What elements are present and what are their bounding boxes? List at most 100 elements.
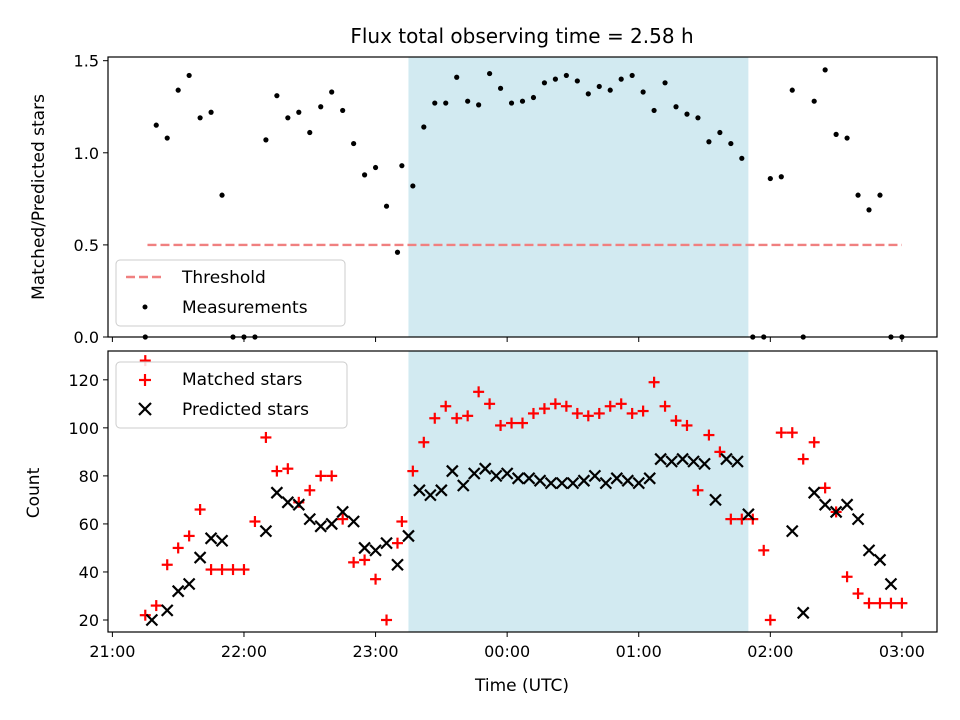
predicted-star-point <box>325 517 338 531</box>
predicted-star-point <box>424 488 437 502</box>
matched-star-point <box>538 403 550 415</box>
predicted-star-point <box>380 536 393 550</box>
measurement-point <box>263 137 269 143</box>
matched-star-point <box>659 400 671 412</box>
bottom-xtick-label: 00:00 <box>484 642 530 661</box>
predicted-star-point <box>796 606 810 620</box>
measurement-point <box>508 100 515 106</box>
matched-star-point <box>418 436 430 448</box>
measurement-point <box>410 183 416 189</box>
matched-star-point <box>238 564 250 576</box>
legend-predicted-swatch <box>138 402 152 416</box>
measurement-point <box>706 139 712 145</box>
matched-star-point <box>593 407 605 419</box>
predicted-star-point <box>314 520 328 533</box>
measurement-point <box>530 94 537 101</box>
measurement-point <box>383 203 390 209</box>
predicted-star-point <box>709 493 722 507</box>
bottom-legend: Matched stars Predicted stars <box>115 361 348 429</box>
measurement-point <box>208 109 214 115</box>
bottom-legend-box <box>115 361 348 429</box>
predicted-star-point <box>621 474 635 487</box>
top-legend: Threshold Measurements <box>115 259 346 327</box>
predicted-star-point <box>731 455 744 468</box>
legend-measurements-swatch <box>142 304 148 310</box>
matched-star-point <box>775 427 787 439</box>
measurement-point <box>822 67 828 73</box>
measurement-point <box>651 107 657 114</box>
bottom-ytick-label: 40 <box>79 563 99 582</box>
matched-star-point <box>604 400 616 412</box>
measurement-point <box>175 87 181 93</box>
measurement-point <box>454 74 460 80</box>
matched-star-point <box>786 427 798 439</box>
bottom-xtick-label: 21:00 <box>89 642 135 661</box>
matched-star-point <box>348 556 360 568</box>
bottom-ytick-label: 100 <box>68 419 99 438</box>
measurement-point <box>361 172 368 178</box>
matched-star-point <box>692 484 704 496</box>
predicted-star-point <box>785 524 799 538</box>
measurement-point <box>866 207 872 213</box>
matched-star-point <box>391 537 403 549</box>
predicted-star-point <box>369 544 382 557</box>
matched-star-point <box>139 609 151 621</box>
matched-star-point <box>896 597 908 609</box>
matched-star-point <box>194 504 206 516</box>
bottom-xtick-label: 01:00 <box>616 642 662 661</box>
matched-star-point <box>407 465 419 477</box>
measurement-point <box>399 163 405 169</box>
top-y-axis-label: Matched/Predicted stars <box>29 94 49 300</box>
predicted-star-point <box>347 515 360 528</box>
matched-star-point <box>852 588 864 600</box>
measurement-point <box>307 129 313 136</box>
matched-star-point <box>484 398 496 410</box>
bottom-xtick-label: 22:00 <box>221 642 267 661</box>
predicted-star-point <box>259 524 273 538</box>
legend-matched-swatch <box>139 374 151 386</box>
bottom-plot-frame <box>107 350 938 633</box>
bottom-ytick-label: 120 <box>68 371 99 390</box>
matched-star-point <box>549 398 561 410</box>
matched-star-point <box>517 417 528 429</box>
measurement-point <box>541 80 548 86</box>
predicted-star-point <box>457 479 470 492</box>
predicted-star-point <box>413 484 426 497</box>
measurement-point <box>728 140 734 147</box>
measurement-point <box>351 140 357 147</box>
measurement-point <box>684 111 690 117</box>
measurement-point <box>596 83 602 90</box>
predicted-star-point <box>654 452 667 466</box>
matched-star-point <box>615 398 627 410</box>
measurement-point <box>717 129 723 136</box>
predicted-star-point <box>643 472 656 485</box>
predicted-star-point <box>829 505 843 519</box>
measurement-point <box>662 80 668 86</box>
predicted-star-point <box>292 498 306 511</box>
predicted-star-point <box>720 452 733 466</box>
bottom-panel: 20 40 60 80 100 120 21:00 22:00 23:00 00:00 01:00… <box>24 350 938 696</box>
legend-predicted-label: Predicted stars <box>182 400 309 420</box>
measurement-point <box>739 155 745 161</box>
measurement-point <box>695 115 701 121</box>
predicted-star-point <box>807 486 821 499</box>
predicted-star-point <box>588 469 602 483</box>
predicted-star-point <box>281 496 295 509</box>
matched-star-point <box>260 431 272 443</box>
measurement-point <box>673 104 679 110</box>
measurement-point <box>640 89 646 95</box>
measurement-point <box>574 78 580 84</box>
matched-star-point <box>703 429 715 441</box>
predicted-star-point <box>500 467 514 480</box>
predicted-star-point <box>873 553 887 567</box>
matched-star-point <box>571 407 583 419</box>
matched-star-point <box>271 465 283 477</box>
matched-star-point <box>227 564 239 576</box>
predicted-star-point <box>145 613 159 627</box>
chart-title: Flux total observing time = 2.58 h <box>350 24 693 48</box>
matched-star-point <box>440 400 452 412</box>
predicted-star-point <box>544 476 558 490</box>
measurement-point <box>340 107 346 114</box>
top-legend-box <box>115 259 346 327</box>
